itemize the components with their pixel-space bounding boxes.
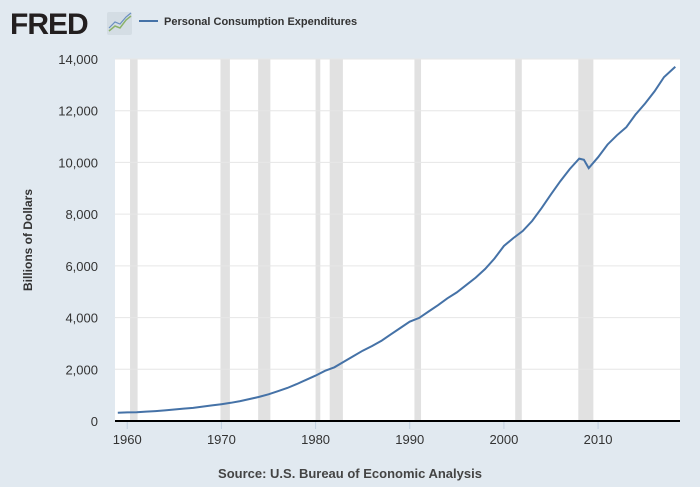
recession-band (315, 59, 321, 421)
series-line (117, 66, 676, 414)
plot-area (115, 59, 680, 421)
x-tick-label: 2000 (489, 432, 518, 447)
y-tick-label: 6,000 (65, 259, 98, 274)
y-axis-label: Billions of Dollars (21, 189, 35, 291)
source-note: Source: U.S. Bureau of Economic Analysis (218, 466, 482, 481)
x-tick-label: 1970 (207, 432, 236, 447)
recession-band (258, 59, 271, 421)
legend-label: Personal Consumption Expenditures (164, 16, 357, 28)
y-tick-label: 12,000 (58, 104, 98, 119)
x-tick-label: 1990 (395, 432, 424, 447)
recession-band (414, 59, 422, 421)
y-tick-label: 10,000 (58, 155, 98, 170)
y-tick-label: 0 (91, 414, 98, 429)
recession-band (220, 59, 230, 421)
y-tick-label: 8,000 (65, 207, 98, 222)
svg-text:FRED: FRED (10, 8, 88, 41)
x-tick-label: 1960 (113, 432, 142, 447)
y-tick-label: 2,000 (65, 362, 98, 377)
y-tick-label: 4,000 (65, 311, 98, 326)
recession-band (329, 59, 343, 421)
recession-band (515, 59, 522, 421)
x-tick-label: 1980 (301, 432, 330, 447)
recession-band (130, 59, 138, 421)
legend: Personal Consumption Expenditures (139, 16, 357, 28)
y-tick-label: 14,000 (58, 52, 98, 67)
x-tick-label: 2010 (584, 432, 613, 447)
fred-logo[interactable]: FRED (10, 8, 132, 41)
recession-band (578, 59, 594, 421)
